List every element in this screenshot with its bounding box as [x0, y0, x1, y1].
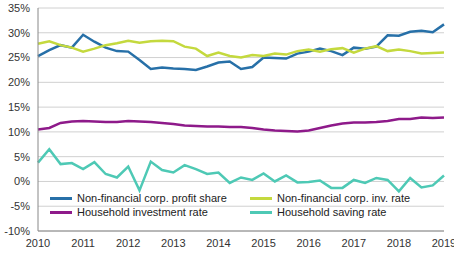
- svg-text:25%: 25%: [8, 51, 30, 63]
- html-text:Non-financial corp. profit sha: Non-financial corp. profit share: [77, 192, 227, 204]
- svg-text:-5%: -5%: [10, 200, 30, 212]
- svg-text:15%: 15%: [8, 101, 30, 113]
- svg-text:2010: 2010: [26, 237, 50, 249]
- svg-text:35%: 35%: [8, 2, 30, 14]
- html-text:Household saving rate: Household saving rate: [277, 206, 387, 218]
- svg-text:2015: 2015: [251, 237, 275, 249]
- svg-text:20%: 20%: [8, 76, 30, 88]
- svg-text:2017: 2017: [342, 237, 366, 249]
- svg-text:2018: 2018: [387, 237, 411, 249]
- svg-text:2016: 2016: [296, 237, 320, 249]
- html-text:Non-financial corp. inv. rate: Non-financial corp. inv. rate: [277, 192, 411, 204]
- svg-text:30%: 30%: [8, 27, 30, 39]
- svg-text:5%: 5%: [14, 151, 30, 163]
- svg-text:10%: 10%: [8, 126, 30, 138]
- svg-text:0%: 0%: [14, 175, 30, 187]
- svg-text:-10%: -10%: [8, 225, 30, 237]
- svg-text:2014: 2014: [206, 237, 230, 249]
- svg-text:2013: 2013: [161, 237, 185, 249]
- svg-text:2011: 2011: [71, 237, 95, 249]
- html-text:Household investment rate: Household investment rate: [77, 206, 208, 218]
- svg-text:2012: 2012: [116, 237, 140, 249]
- svg-text:2019: 2019: [432, 237, 446, 249]
